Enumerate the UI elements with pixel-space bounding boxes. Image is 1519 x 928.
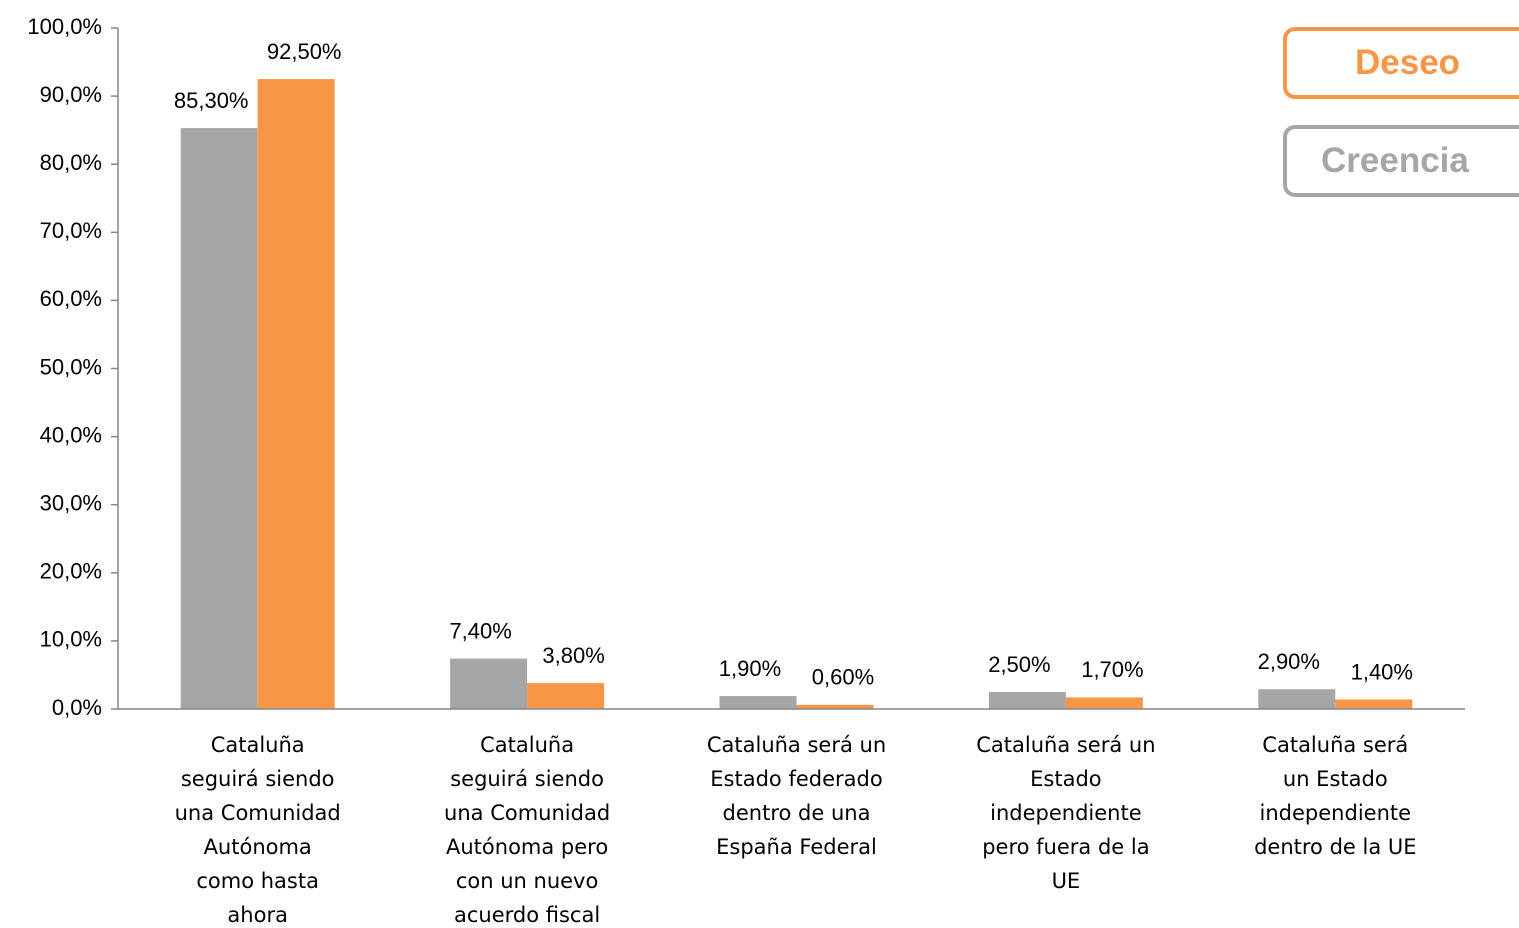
x-tick-label: Cataluña seguirá siendo una Comunidad Au… bbox=[444, 733, 611, 927]
y-tick-label: 30,0% bbox=[40, 491, 102, 516]
value-label: 92,50% bbox=[267, 39, 342, 64]
legend-entry: Creencia bbox=[1283, 125, 1519, 197]
x-tick-label: Cataluña será un Estado independiente pe… bbox=[976, 733, 1156, 893]
value-label: 1,70% bbox=[1081, 657, 1143, 682]
y-tick-label: 20,0% bbox=[40, 559, 102, 584]
bar bbox=[180, 128, 258, 709]
y-tick-label: 70,0% bbox=[40, 218, 102, 243]
y-tick-label: 60,0% bbox=[40, 286, 102, 311]
y-tick-label: 90,0% bbox=[40, 82, 102, 107]
value-label: 3,80% bbox=[542, 643, 604, 668]
x-tick-label: Cataluña será un Estado federado dentro … bbox=[706, 733, 887, 859]
legend-entry: Deseo bbox=[1283, 27, 1519, 99]
bar bbox=[527, 683, 605, 709]
value-label: 1,40% bbox=[1351, 659, 1413, 684]
bar bbox=[796, 704, 874, 709]
value-label: 0,60% bbox=[812, 665, 874, 690]
value-label: 2,90% bbox=[1258, 649, 1320, 674]
y-tick-label: 50,0% bbox=[40, 354, 102, 379]
y-tick-label: 40,0% bbox=[40, 422, 102, 447]
bar bbox=[1065, 697, 1143, 709]
value-label: 1,90% bbox=[719, 656, 781, 681]
bar bbox=[257, 79, 335, 709]
y-tick-label: 10,0% bbox=[40, 627, 102, 652]
y-tick-label: 100,0% bbox=[27, 14, 102, 39]
value-label: 85,30% bbox=[174, 88, 249, 113]
bar bbox=[1258, 689, 1336, 709]
bar bbox=[450, 658, 528, 709]
bar bbox=[719, 696, 797, 709]
x-tick-label: Cataluña será un Estado independiente de… bbox=[1254, 733, 1417, 859]
bar bbox=[988, 691, 1066, 709]
value-label: 7,40% bbox=[449, 618, 511, 643]
x-tick-label: Cataluña seguirá siendo una Comunidad Au… bbox=[174, 733, 341, 927]
bar bbox=[1335, 699, 1413, 709]
y-tick-label: 80,0% bbox=[40, 150, 102, 175]
value-label: 2,50% bbox=[988, 652, 1050, 677]
y-tick-label: 0,0% bbox=[52, 695, 102, 720]
